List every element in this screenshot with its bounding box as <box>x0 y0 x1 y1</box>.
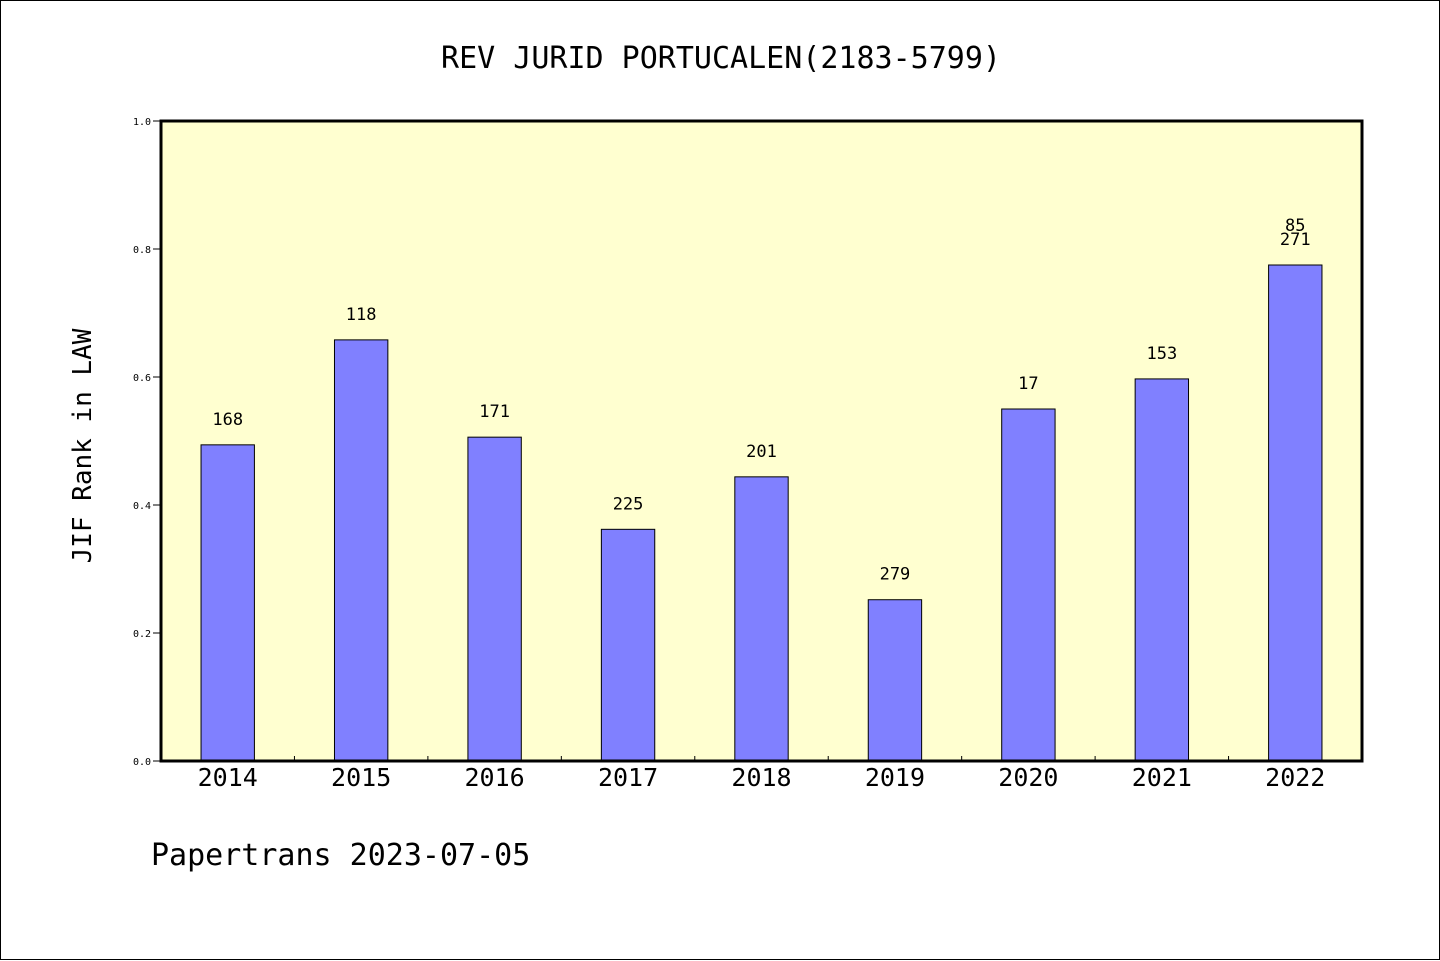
y-tick-label: 0.4 <box>133 501 151 512</box>
y-tick-label: 0.2 <box>133 629 151 640</box>
x-tick-label-2021: 2021 <box>1132 763 1192 792</box>
x-tick-label-2014: 2014 <box>198 763 258 792</box>
bar-value-label-2018: 201 <box>746 442 777 462</box>
bar-2021 <box>1134 378 1190 762</box>
x-axis: 2014 2015 2016 2017 2018 2019 2020 2021 2022 <box>198 756 1325 792</box>
x-tick-label-2016: 2016 <box>465 763 525 792</box>
bar-2020 <box>1001 408 1056 762</box>
plot-border <box>159 119 1364 763</box>
y-axis: 0.0 0.2 0.4 0.6 0.8 1.0 <box>133 117 161 768</box>
bar-value-label-2014: 168 <box>212 410 243 430</box>
x-tick-label-2019: 2019 <box>865 763 925 792</box>
bar-2016 <box>467 436 522 762</box>
bar-value-label-2022: 271 <box>1280 230 1311 250</box>
y-tick-label: 0.0 <box>133 757 151 768</box>
bars-layer <box>200 264 1323 762</box>
x-tick-label-2017: 2017 <box>598 763 658 792</box>
bar-2014 <box>200 444 255 762</box>
bar-2017 <box>600 528 656 762</box>
footer-credit: Papertrans 2023-07-05 <box>151 838 530 873</box>
bar-value-label-2019: 279 <box>880 565 911 585</box>
chart-title: REV JURID PORTUCALEN(2183-5799) <box>441 41 1001 76</box>
bar-2019 <box>867 599 923 762</box>
bar-value-label-2016: 171 <box>479 402 510 422</box>
bar-value-label-2021: 153 <box>1146 344 1177 364</box>
bar-value-label-2017: 225 <box>613 494 644 514</box>
bar-2022 <box>1268 264 1323 762</box>
y-tick-label: 1.0 <box>133 117 151 128</box>
bar-2015 <box>333 339 389 762</box>
bar-2018 <box>734 476 789 762</box>
x-tick-label-2022: 2022 <box>1265 763 1325 792</box>
bar-value-label-2020: 17 <box>1018 374 1038 394</box>
x-tick-label-2018: 2018 <box>731 763 791 792</box>
x-tick-label-2020: 2020 <box>998 763 1058 792</box>
y-tick-label: 0.6 <box>133 373 151 384</box>
bar-value-label-2015: 118 <box>346 305 377 325</box>
y-tick-label: 0.8 <box>133 245 151 256</box>
bar-secondary-label-2022: 85 <box>1285 216 1305 236</box>
x-tick-label-2015: 2015 <box>331 763 391 792</box>
y-axis-label: JIF Rank in LAW <box>68 328 98 563</box>
